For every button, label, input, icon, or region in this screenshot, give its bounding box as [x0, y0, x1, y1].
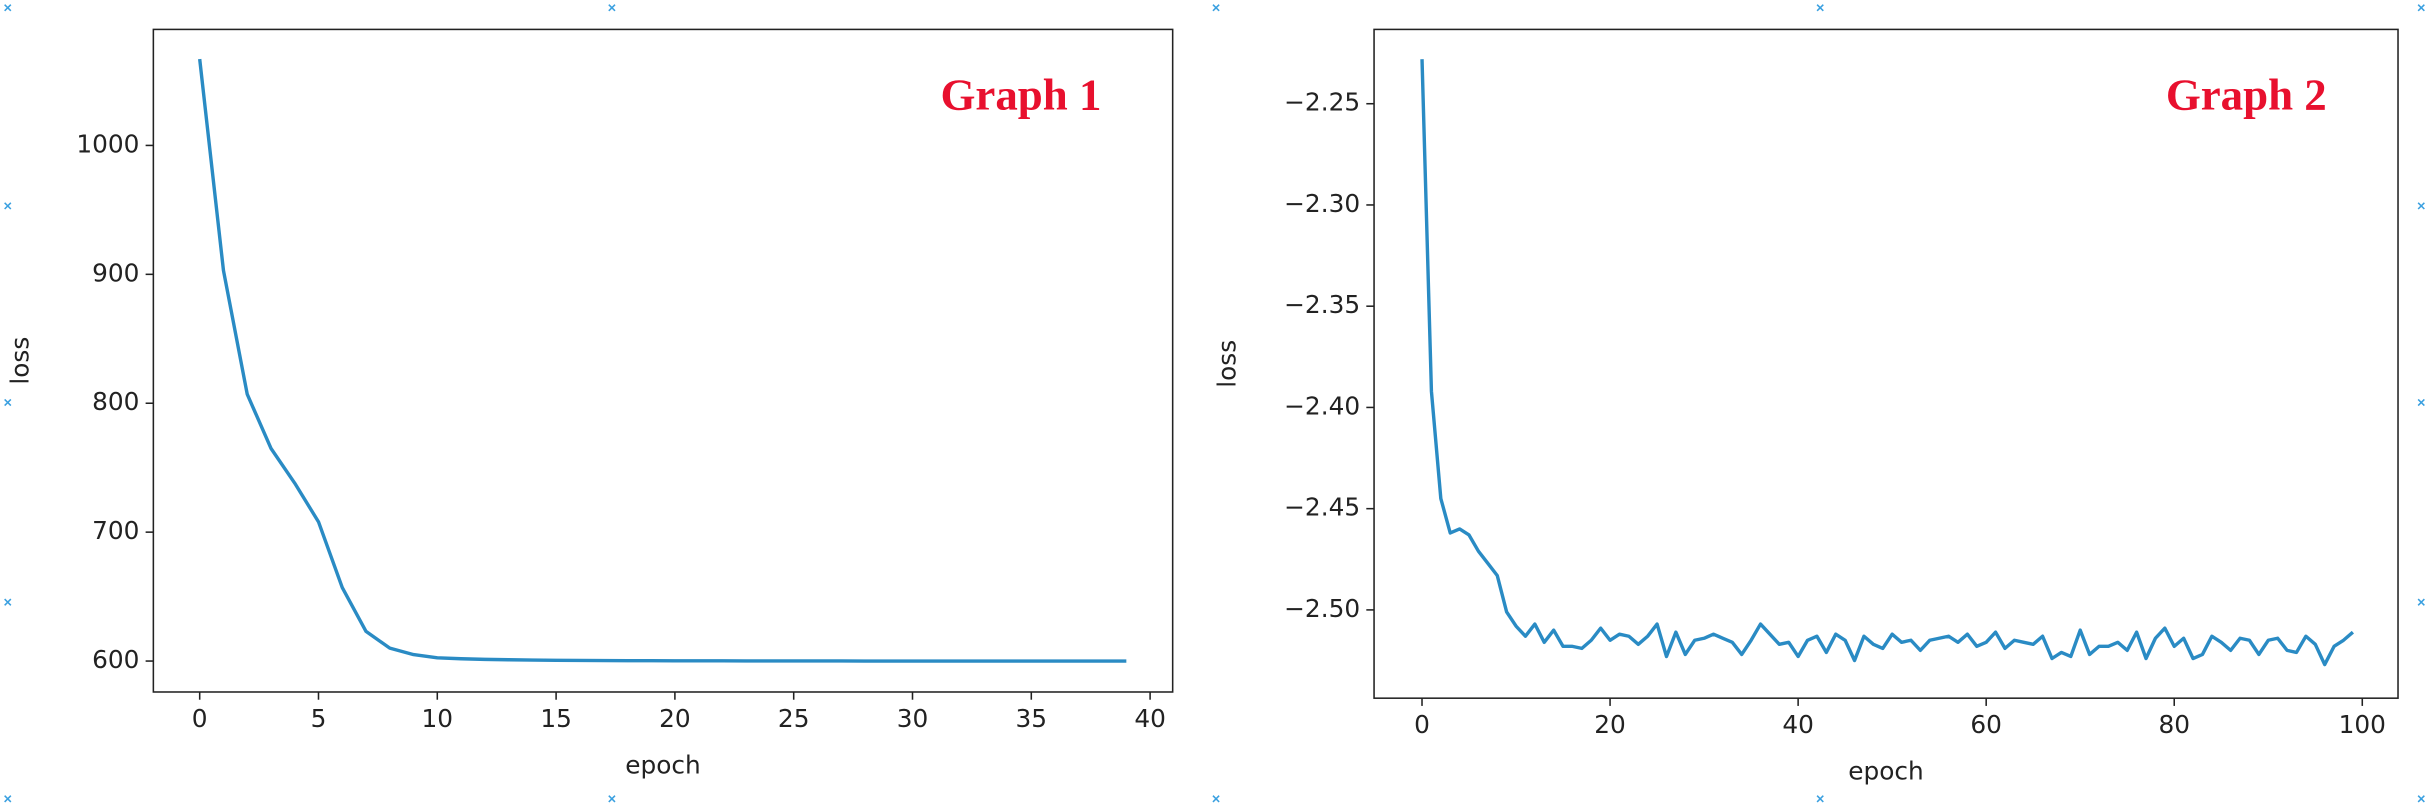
x-tick-label: 40 — [1782, 710, 1814, 739]
x-tick-label: 25 — [778, 704, 810, 733]
plot-frame — [1373, 28, 2399, 699]
x-tick-label: 40 — [1134, 704, 1166, 733]
y-tick-label: 700 — [92, 516, 139, 545]
loss-line — [198, 58, 1127, 663]
plot-frame — [152, 28, 1174, 693]
x-tick-label: 5 — [311, 704, 327, 733]
y-tick-label: −2.25 — [1284, 88, 1360, 117]
y-tick-label: −2.40 — [1284, 391, 1360, 420]
chart-title: Graph 1 — [940, 69, 1101, 119]
chart-title: Graph 2 — [2166, 69, 2327, 119]
y-tick-label: 800 — [92, 387, 139, 416]
loss-line — [1420, 59, 2355, 667]
x-tick-label: 15 — [540, 704, 572, 733]
x-tick-label: 0 — [192, 704, 208, 733]
y-tick-label: −2.45 — [1284, 493, 1360, 522]
y-tick-label: −2.30 — [1284, 189, 1360, 218]
y-tick-label: 1000 — [76, 129, 139, 158]
y-tick-label: −2.35 — [1284, 290, 1360, 319]
x-tick-label: 60 — [1970, 710, 2002, 739]
y-tick-label: −2.50 — [1284, 594, 1360, 623]
y-tick-label: 900 — [92, 258, 139, 287]
x-tick-label: 100 — [2339, 710, 2386, 739]
y-tick-label: 600 — [92, 645, 139, 674]
x-tick-label: 10 — [422, 704, 454, 733]
y-axis-label: loss — [1212, 340, 1241, 388]
selection-handles — [4, 4, 2425, 803]
x-axis-label: epoch — [1848, 756, 1923, 785]
x-tick-label: 30 — [897, 704, 929, 733]
x-tick-label: 20 — [1594, 710, 1626, 739]
x-axis-label: epoch — [625, 750, 700, 779]
x-tick-label: 20 — [659, 704, 691, 733]
x-tick-label: 0 — [1414, 710, 1430, 739]
x-tick-label: 80 — [2158, 710, 2190, 739]
y-axis-label: loss — [6, 337, 35, 385]
x-tick-label: 35 — [1016, 704, 1048, 733]
